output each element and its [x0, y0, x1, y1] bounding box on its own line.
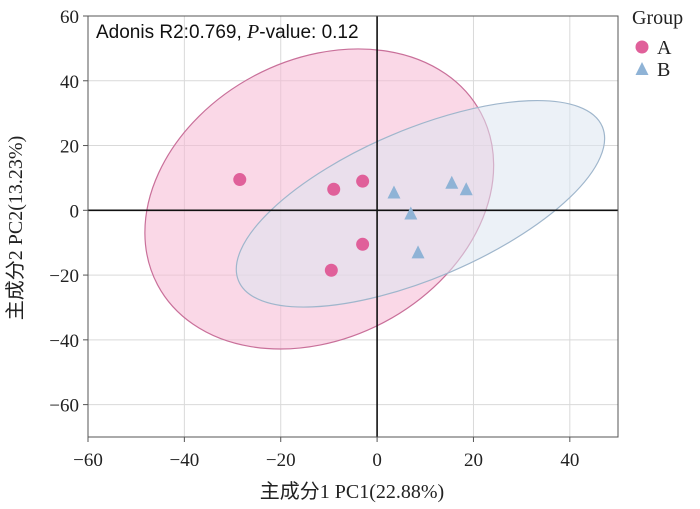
legend-label-b: B — [657, 59, 670, 81]
y-axis-title: 主成分2 PC2(13.23%) — [4, 136, 27, 320]
point-group-a — [233, 173, 247, 187]
x-axis-title: 主成分1 PC1(22.88%) — [260, 480, 444, 503]
adonis-annotation: Adonis R2:0.769, P-value: 0.12 — [96, 21, 359, 43]
annotation-suffix: -value: 0.12 — [259, 22, 358, 43]
legend-title: Group — [632, 7, 683, 29]
y-tick-label: −20 — [49, 266, 79, 287]
legend-marker-a — [635, 40, 649, 54]
point-group-b — [411, 245, 425, 259]
legend-label-a: A — [657, 37, 672, 59]
x-tick-label: −40 — [170, 450, 200, 471]
legend: Group AB — [632, 7, 683, 81]
point-group-b — [445, 175, 459, 189]
point-group-b — [387, 185, 401, 199]
point-group-a — [356, 174, 370, 188]
annotation-prefix: Adonis R2:0.769, — [96, 22, 247, 43]
point-group-b — [404, 206, 418, 220]
y-tick-label: −60 — [49, 396, 79, 417]
point-group-a — [324, 263, 338, 277]
axis-ticks: −60 −40 −20 0 20 40 −60 −40 −20 0 20 40 60 — [49, 7, 579, 471]
x-tick-label: 20 — [464, 450, 483, 471]
annotation-p: P — [246, 21, 259, 43]
point-group-a — [356, 237, 370, 251]
x-tick-label: 40 — [560, 450, 579, 471]
x-tick-label: −60 — [73, 450, 103, 471]
zero-lines — [88, 16, 618, 437]
confidence-ellipses — [144, 48, 606, 350]
point-group-a — [327, 182, 341, 196]
y-tick-label: 40 — [60, 72, 79, 93]
y-tick-label: 20 — [60, 137, 79, 158]
plot-frame — [87, 15, 619, 438]
y-tick-label: 0 — [70, 201, 80, 222]
x-tick-label: −20 — [266, 450, 296, 471]
data-points — [233, 173, 473, 277]
legend-marker-b — [635, 62, 649, 75]
x-tick-label: 0 — [372, 450, 382, 471]
y-tick-label: −40 — [49, 331, 79, 352]
y-tick-label: 60 — [60, 7, 79, 28]
ellipse-group-b — [235, 99, 606, 308]
point-group-b — [459, 182, 473, 196]
